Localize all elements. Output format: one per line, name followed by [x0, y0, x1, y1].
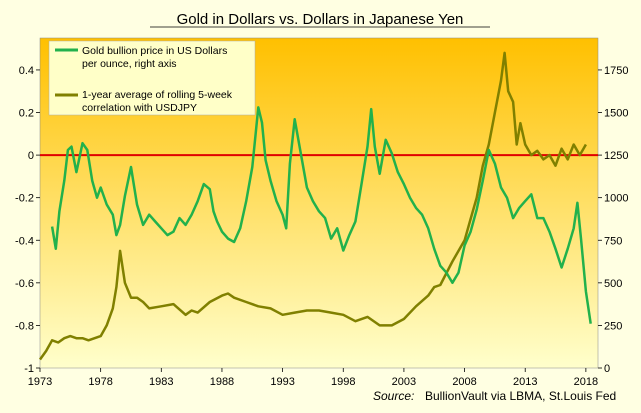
y-right-tick-label: 750 [604, 235, 622, 247]
y-left-tick-label: 0 [28, 150, 34, 162]
y-right-tick-label: 0 [604, 363, 610, 375]
x-tick-label: 1973 [28, 376, 52, 388]
chart-title: Gold in Dollars vs. Dollars in Japanese … [177, 11, 464, 28]
x-tick-label: 1988 [210, 376, 234, 388]
y-left-tick-label: -0.2 [15, 193, 34, 205]
axes: 1973 1978 1983 1988 1993 1998 2003 2008 2013 2018… [15, 65, 628, 388]
legend: Gold bullion price in US Dollars per oun… [48, 40, 256, 116]
legend-label-gold-line2: per ounce, right axis [82, 58, 177, 70]
x-tick-label: 1978 [88, 376, 112, 388]
x-tick-label: 1983 [149, 376, 173, 388]
y-right-tick-label: 1750 [604, 65, 628, 77]
y-left-tick-label: -0.8 [15, 320, 34, 332]
y-left-tick-label: 0.4 [19, 65, 34, 77]
x-tick-label: 2013 [513, 376, 537, 388]
series-line-gold [50, 106, 592, 324]
x-tick-label: 2003 [392, 376, 416, 388]
x-tick-label: 2008 [452, 376, 476, 388]
source-text: BullionVault via LBMA, St.Louis Fed [425, 389, 616, 403]
legend-label-correlation-line2: correlation with USDJPY [82, 102, 197, 114]
series-layer [38, 51, 592, 361]
y-left-tick-label: -0.4 [15, 235, 34, 247]
source-label: Source: [373, 389, 414, 403]
y-left-tick-label: 0.2 [19, 108, 34, 120]
legend-box [48, 40, 256, 116]
legend-label-correlation-line1: 1-year average of rolling 5-week [82, 89, 233, 101]
x-tick-label: 1993 [270, 376, 294, 388]
legend-label-gold-line1: Gold bullion price in US Dollars [82, 45, 227, 57]
y-left-tick-label: -0.6 [15, 278, 34, 290]
y-right-tick-label: 250 [604, 320, 622, 332]
y-right-tick-label: 1500 [604, 108, 628, 120]
x-tick-label: 1998 [331, 376, 355, 388]
y-right-tick-label: 500 [604, 278, 622, 290]
y-left-tick-label: -1 [24, 363, 34, 375]
series-line-correlation [38, 51, 587, 361]
y-right-tick-label: 1000 [604, 193, 628, 205]
y-right-tick-label: 1250 [604, 150, 628, 162]
x-tick-label: 2018 [574, 376, 598, 388]
